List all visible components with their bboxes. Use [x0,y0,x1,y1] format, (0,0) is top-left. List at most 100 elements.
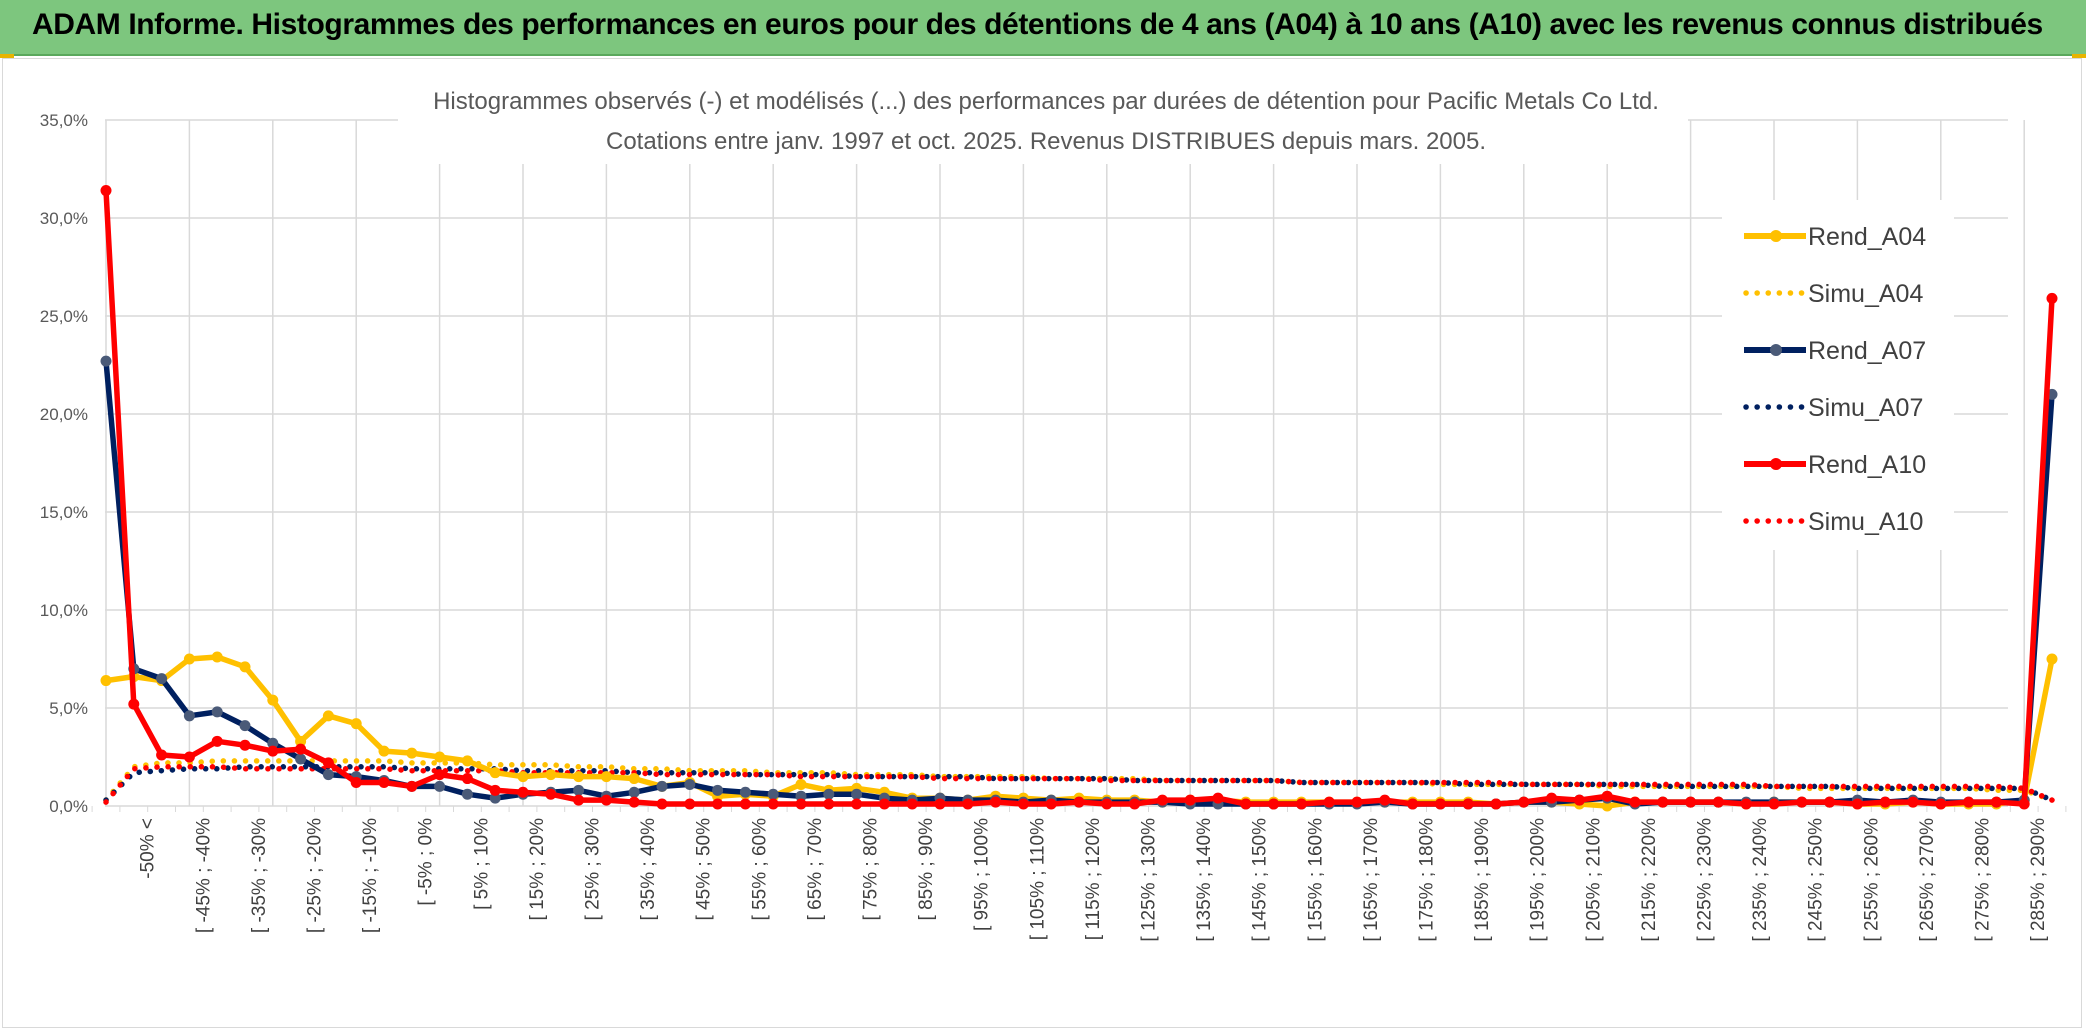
series-rend-a10-point [1657,796,1669,808]
series-rend-a10-point [1351,796,1363,808]
series-rend-a07-point [739,786,751,798]
series-rend-a10-point [267,745,279,757]
x-tick-label: [ 125% ; 130% [1139,818,1160,942]
series-rend-a04-point [434,751,446,763]
x-tick-label: [ 185% ; 190% [1472,818,1493,942]
series-rend-a10-point [1796,796,1808,808]
x-tick-label: [ 235% ; 240% [1750,818,1771,942]
series-rend-a10-point [1184,794,1196,806]
y-tick-label: 25,0% [40,307,88,326]
series-rend-a10-point [2046,292,2058,304]
x-tick-label: [ -35% ; -30% [249,818,270,933]
x-tick-label: [ 145% ; 150% [1250,818,1271,942]
series-rend-a07-point [156,673,168,685]
x-tick-label: [ 285% ; 290% [2028,818,2049,942]
y-tick-label: 30,0% [40,209,88,228]
series-rend-a10-point [1017,798,1029,810]
series-rend-a07-point [851,788,863,800]
series-rend-a10-point [573,794,585,806]
series-rend-a10-point [962,798,974,810]
series-rend-a10-point [1295,798,1307,810]
series-rend-a10-point [878,798,890,810]
corner-mark-right [2072,54,2086,58]
legend-rend-a04-marker [1770,230,1782,242]
series-rend-a07-point [183,710,195,722]
x-tick-label: [ -45% ; -40% [193,818,214,933]
series-rend-a07-point [489,792,501,804]
series-rend-a04-point [573,771,585,783]
legend-simu-a10-label: Simu_A10 [1808,508,1923,536]
series-rend-a10-point [1935,798,1947,810]
series-rend-a10-point [156,749,168,761]
series-rend-a10-point [1490,798,1502,810]
series-rend-a07-point [795,790,807,802]
x-tick-label: [ 275% ; 280% [1973,818,1994,942]
series-rend-a10-point [684,798,696,810]
series-rend-a10-point [1073,796,1085,808]
legend-rend-a07-marker [1770,344,1782,356]
series-rend-a10-point [990,796,1002,808]
series-rend-a10-point [600,794,612,806]
series-rend-a04-point [628,773,640,785]
series-rend-a04-point [295,735,307,747]
legend-rend-a07-label: Rend_A07 [1808,337,1926,365]
x-tick-label: [ 215% ; 220% [1639,818,1660,942]
series-simu-a10-line [103,764,2055,805]
x-tick-label: [ 225% ; 230% [1695,818,1716,942]
series-rend-a10-point [1546,792,1558,804]
series-rend-a10-point [1434,798,1446,810]
series-rend-a10-point [1129,798,1141,810]
x-tick-label: [ 95% ; 100% [972,818,993,931]
series-rend-a10-point [517,786,529,798]
series-rend-a07-point [100,355,112,367]
series-rend-a04-point [239,661,251,673]
series-rend-a07-point [656,780,668,792]
x-tick-label: [ 75% ; 80% [861,818,882,921]
series-rend-a10-point [2018,798,2030,810]
series-rend-a04-point [183,653,195,665]
series-rend-a10-point [628,796,640,808]
series-rend-a10-point [906,798,918,810]
x-tick-label: [ 245% ; 250% [1806,818,1827,942]
series-rend-a10-point [1629,796,1641,808]
series-rend-a10-point [1768,798,1780,810]
series-rend-a10-point [128,698,140,710]
series-rend-a04-point [2046,653,2058,665]
series-rend-a04-point [517,771,529,783]
legend-rend-a10-marker [1770,458,1782,470]
series-rend-a10-point [378,776,390,788]
x-tick-label: [ 85% ; 90% [916,818,937,921]
series-rend-a04-point [406,747,418,759]
series-rend-a10-point [489,784,501,796]
x-tick-label: [ 255% ; 260% [1861,818,1882,942]
series-rend-a10-point [1323,796,1335,808]
series-rend-a07-point [295,753,307,765]
x-tick-label: -50% < [138,818,159,879]
series-rend-a04-point [322,710,334,722]
x-tick-label: [ -5% ; 0% [416,818,437,906]
series-rend-a10-point [239,739,251,751]
series-rend-a10-point [322,757,334,769]
series-rend-a10-point [183,751,195,763]
series-rend-a10-point [295,743,307,755]
y-tick-label: 10,0% [40,601,88,620]
y-tick-label: 20,0% [40,405,88,424]
corner-mark-left [0,54,14,58]
series-rend-a10-point [1907,796,1919,808]
series-rend-a10-point [795,798,807,810]
x-tick-label: [ 5% ; 10% [471,818,492,910]
series-rend-a07-point [211,706,223,718]
x-tick-label: [ 25% ; 30% [583,818,604,921]
series-rend-a07-point [239,720,251,732]
x-tick-label: [ 155% ; 160% [1305,818,1326,942]
x-tick-label: [ 165% ; 170% [1361,818,1382,942]
series-rend-a04-point [211,651,223,663]
series-rend-a10-point [823,798,835,810]
chart-frame [2,58,2082,1028]
y-tick-label: 0,0% [49,797,88,816]
series-rend-a10-point [1212,792,1224,804]
series-rend-a07-point [767,788,779,800]
x-tick-label: [ 175% ; 180% [1417,818,1438,942]
series-rend-a10-point [1685,796,1697,808]
